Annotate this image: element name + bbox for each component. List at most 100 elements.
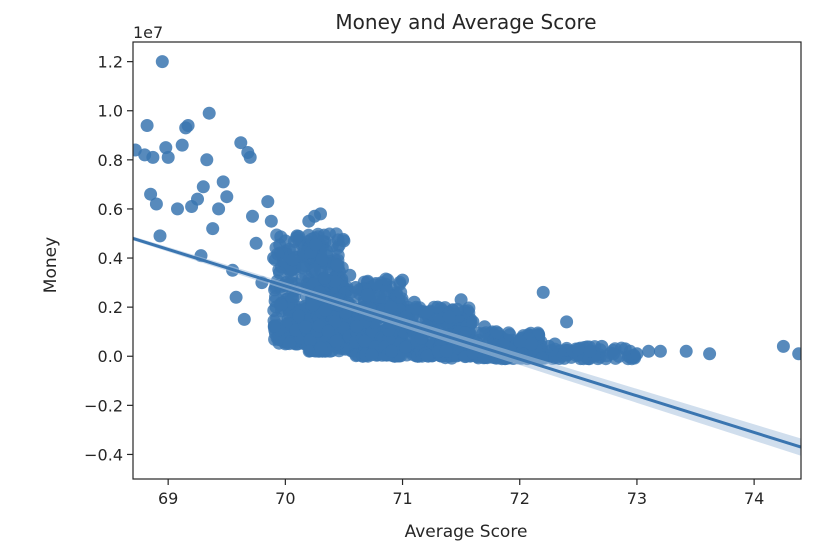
y-tick-label: 0.4 — [98, 249, 123, 268]
y-axis-offset-label: 1e7 — [133, 23, 163, 42]
scatter-point — [175, 138, 189, 152]
scatter-point — [337, 234, 351, 248]
scatter-point — [489, 325, 503, 339]
scatter-point — [220, 190, 234, 204]
scatter-point — [302, 344, 316, 358]
regression-line — [133, 236, 801, 449]
scatter-point — [442, 310, 456, 324]
x-tick-label: 74 — [744, 489, 764, 508]
scatter-point — [267, 251, 281, 265]
scatter-point — [171, 202, 184, 216]
y-axis-title: Money — [41, 237, 61, 293]
y-tick-label: 0.8 — [98, 151, 123, 170]
scatter-point — [306, 298, 320, 312]
scatter-point — [454, 293, 468, 307]
scatter-point — [571, 342, 585, 356]
scatter-point — [191, 192, 204, 206]
y-tick-label: 1.0 — [98, 102, 123, 121]
y-tick-label: 0.0 — [98, 347, 123, 366]
scatter-point — [548, 337, 562, 351]
scatter-point — [144, 187, 158, 201]
scatter-point — [290, 229, 304, 243]
scatter-point — [273, 266, 286, 280]
scatter-point — [328, 275, 342, 288]
scatter-point — [229, 290, 243, 304]
plot-area — [133, 55, 801, 456]
scatter-point — [343, 268, 357, 282]
x-axis-title: Average Score — [405, 522, 528, 542]
scatter-point — [503, 328, 517, 342]
scatter-point — [268, 319, 281, 333]
scatter-point — [703, 347, 717, 361]
scatter-point — [369, 277, 383, 290]
scatter-point — [399, 340, 412, 354]
scatter-point — [439, 344, 453, 358]
scatter-point — [477, 351, 491, 365]
scatter-point — [278, 234, 292, 248]
scatter-point — [532, 327, 546, 341]
scatter-point — [237, 312, 251, 326]
scatter-point — [349, 281, 363, 294]
scatter-point — [431, 300, 445, 314]
scatter-point — [466, 315, 480, 329]
scatter-point — [200, 153, 214, 167]
scatter-point — [379, 272, 393, 286]
scatter-point — [269, 300, 283, 314]
scatter-point — [365, 348, 379, 362]
scatter-point — [149, 197, 163, 211]
scatter-point — [642, 344, 656, 358]
scatter-point — [161, 150, 175, 164]
scatter-point — [243, 150, 257, 164]
scatter-point — [140, 119, 154, 132]
scatter-point — [525, 337, 538, 351]
axes: 69 70 71 72 73 74 −0.4 −0.2 0.0 0.2 0.4 0.6 0.8 1.0 1.… — [84, 41, 802, 508]
scatter-point — [653, 344, 667, 358]
y-tick-label: 1.2 — [98, 53, 123, 72]
scatter-point — [196, 180, 210, 194]
y-tick-label: −0.2 — [84, 396, 123, 415]
scatter-point — [314, 341, 328, 355]
scatter-point — [350, 320, 364, 333]
scatter-point — [432, 311, 446, 324]
scatter-point — [321, 324, 335, 338]
scatter-point — [462, 301, 476, 315]
y-tick-label: −0.4 — [84, 445, 123, 464]
x-tick-label: 72 — [510, 489, 530, 508]
scatter-point — [618, 342, 632, 356]
scatter-point — [206, 222, 220, 236]
scatter-point — [478, 320, 492, 334]
y-tick-label: 0.2 — [98, 298, 123, 317]
scatter-point — [285, 263, 299, 277]
scatter-point — [159, 141, 173, 155]
scatter-point — [792, 347, 801, 361]
scatter-point — [264, 214, 278, 228]
scatter-point — [155, 55, 169, 69]
scatter-point — [146, 150, 160, 164]
scatter-point — [328, 315, 342, 329]
scatter-point — [513, 335, 527, 348]
scatter-point — [329, 334, 343, 348]
scatter-point — [296, 261, 310, 275]
scatter-point — [309, 238, 323, 251]
scatter-point — [679, 344, 693, 358]
x-tick-label: 69 — [158, 489, 178, 508]
scatter-point — [607, 347, 620, 361]
scatter-point — [216, 175, 230, 189]
scatter-point — [202, 106, 216, 120]
scatter-point — [384, 300, 398, 314]
scatter-point — [325, 239, 339, 253]
scatter-point — [246, 209, 259, 223]
scatter-point — [298, 320, 312, 334]
scatter-point — [234, 136, 248, 150]
scatter-point — [583, 344, 597, 358]
scatter-point — [379, 281, 393, 295]
scatter-point — [286, 253, 300, 267]
x-tick-label: 70 — [275, 489, 295, 508]
scatter-point — [282, 337, 296, 351]
scatter-point — [318, 303, 332, 317]
scatter-point — [630, 347, 644, 361]
scatter-point — [776, 339, 790, 353]
scatter-point — [261, 195, 275, 209]
y-tick-label: 0.6 — [98, 200, 123, 219]
scatter-point — [360, 288, 374, 302]
